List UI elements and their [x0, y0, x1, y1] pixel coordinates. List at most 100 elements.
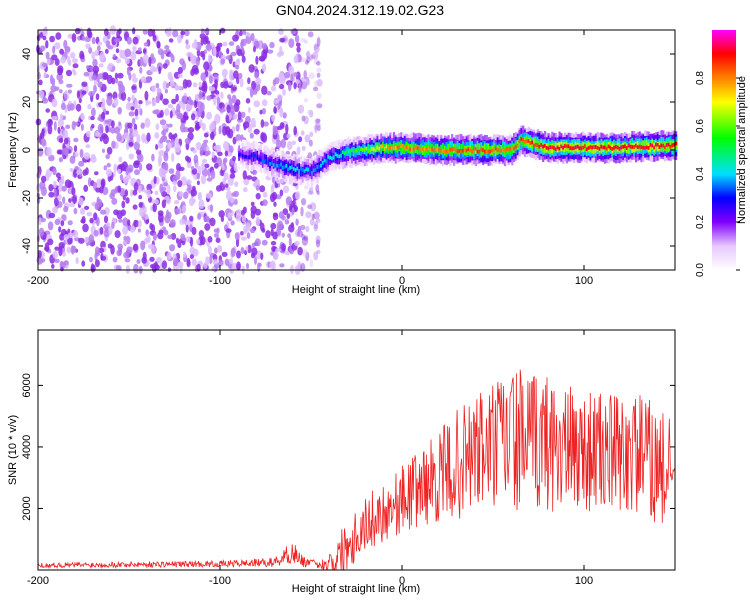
noise-blob — [230, 51, 237, 57]
trace-cell — [241, 153, 244, 158]
noise-blob — [183, 191, 189, 199]
noise-blob — [255, 179, 260, 185]
noise-blob — [59, 89, 63, 94]
noise-blob — [78, 197, 84, 206]
noise-blob — [198, 90, 203, 100]
noise-blob — [230, 197, 235, 203]
noise-blob — [205, 146, 210, 152]
trace-cell — [611, 147, 614, 151]
noise-blob — [113, 97, 119, 107]
noise-blob — [203, 49, 207, 55]
noise-blob — [89, 217, 94, 224]
noise-blob — [128, 111, 135, 117]
noise-blob — [55, 172, 61, 179]
trace-cell — [602, 145, 605, 150]
noise-blob — [232, 136, 237, 145]
noise-blob — [225, 55, 231, 60]
noise-blob — [94, 49, 99, 57]
noise-blob — [222, 41, 228, 47]
noise-blob — [240, 247, 245, 254]
noise-blob — [265, 230, 271, 239]
trace-cell — [498, 146, 501, 151]
noise-blob — [228, 41, 235, 46]
noise-blob — [90, 156, 97, 163]
trace-cell — [321, 160, 325, 165]
trace-cell — [629, 144, 632, 149]
noise-blob — [294, 34, 300, 43]
trace-cell — [385, 144, 388, 149]
trace-cell — [354, 148, 357, 153]
trace-cell — [260, 157, 263, 162]
noise-blob — [125, 174, 132, 180]
noise-blob — [168, 52, 174, 58]
trace-cell — [640, 145, 643, 150]
noise-blob — [137, 153, 144, 163]
noise-blob — [307, 190, 314, 195]
noise-blob — [78, 97, 82, 104]
noise-blob — [114, 38, 121, 43]
noise-blob — [195, 56, 200, 67]
trace-cell — [544, 143, 547, 148]
noise-blob — [92, 58, 98, 68]
noise-blob — [316, 67, 322, 73]
noise-blob — [214, 113, 221, 124]
noise-blob — [225, 114, 230, 124]
noise-blob — [162, 80, 168, 91]
noise-blob — [84, 236, 89, 244]
noise-blob — [133, 263, 139, 274]
noise-blob — [158, 229, 164, 234]
noise-blob — [242, 170, 247, 180]
noise-blob — [186, 179, 192, 186]
colorbar-label: Normalized spectral amplitude — [736, 76, 748, 224]
noise-blob — [233, 70, 239, 79]
noise-blob — [54, 197, 59, 207]
noise-blob — [177, 180, 183, 188]
trace-cell — [665, 143, 669, 147]
noise-blob — [177, 34, 182, 44]
trace-cell — [274, 157, 277, 168]
trace-cell — [331, 156, 334, 161]
noise-blob — [189, 246, 196, 256]
y-tick-label: -20 — [21, 190, 33, 206]
noise-blob — [314, 210, 320, 221]
noise-blob — [301, 198, 307, 206]
noise-blob — [300, 206, 304, 217]
noise-blob — [127, 96, 131, 102]
trace-cell — [502, 148, 505, 153]
noise-blob — [204, 150, 211, 156]
trace-cell — [431, 147, 434, 152]
trace-cell — [440, 148, 443, 153]
noise-blob — [41, 175, 47, 183]
noise-blob — [113, 163, 118, 172]
noise-blob — [235, 124, 240, 132]
noise-blob — [157, 143, 164, 149]
noise-blob — [88, 90, 95, 97]
noise-blob — [270, 85, 277, 92]
noise-blob — [105, 154, 110, 160]
noise-blob — [183, 251, 187, 258]
trace-cell — [420, 146, 423, 151]
trace-cell — [340, 153, 343, 158]
noise-blob — [51, 264, 55, 269]
noise-blob — [135, 149, 142, 155]
trace-cell — [245, 154, 248, 159]
noise-blob — [53, 121, 57, 131]
noise-blob — [228, 98, 233, 107]
noise-blob — [161, 260, 168, 270]
noise-blob — [210, 121, 216, 130]
noise-blob — [226, 104, 231, 114]
noise-blob — [192, 148, 197, 154]
trace-cell — [620, 145, 623, 150]
trace-cell — [334, 152, 337, 157]
trace-cell — [578, 146, 581, 151]
trace-cell — [327, 155, 330, 165]
noise-blob — [81, 81, 88, 87]
trace-cell — [280, 162, 283, 167]
trace-cell — [534, 142, 538, 147]
noise-blob — [126, 246, 133, 254]
trace-cell — [341, 149, 345, 160]
noise-blob — [200, 50, 204, 58]
noise-blob — [104, 48, 109, 54]
noise-blob — [170, 232, 177, 240]
trace-cell — [675, 141, 678, 146]
